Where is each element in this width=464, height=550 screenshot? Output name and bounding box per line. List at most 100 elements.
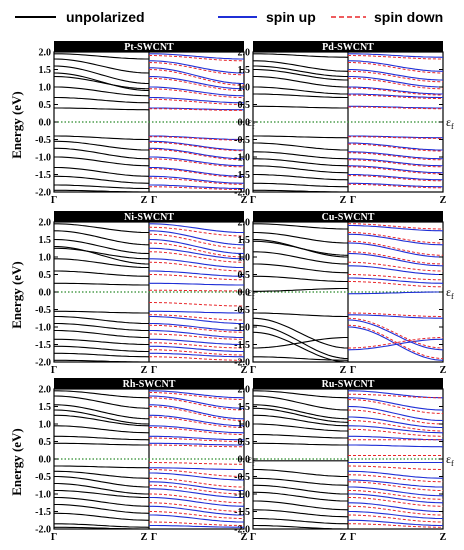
spin-down-band — [348, 136, 443, 139]
spin-up-band — [348, 165, 444, 174]
panel-title: Rh-SWCNT — [123, 379, 176, 390]
y-tick-label: 0.0 — [39, 288, 52, 299]
unpolarized-band — [253, 251, 349, 265]
unpolarized-band — [54, 390, 150, 399]
spin-up-band — [149, 435, 245, 441]
spin-up-band — [347, 242, 444, 258]
spin-down-band — [149, 314, 244, 321]
spin-down-band — [348, 166, 443, 175]
spin-down-band — [149, 349, 244, 356]
spin-up-band — [348, 444, 444, 448]
y-tick-label: -1.5 — [35, 170, 51, 181]
spin-down-band — [149, 251, 245, 263]
spin-down-band — [149, 392, 244, 400]
band-panel-4: Rh-SWCNTεf2.01.51.00.50.0-0.5-1.0-1.5-2.… — [35, 378, 255, 543]
spin-down-band — [348, 70, 444, 83]
spin-down-band — [348, 106, 443, 110]
spin-up-band — [347, 326, 444, 361]
spin-up-band — [348, 416, 443, 429]
spin-up-band — [348, 135, 444, 139]
spin-down-band — [148, 69, 245, 86]
unpolarized-band — [54, 338, 149, 346]
spin-down-band — [348, 281, 444, 288]
y-tick-label: 0.0 — [238, 455, 251, 466]
x-tick-label: Γ — [151, 532, 157, 543]
spin-up-band — [348, 182, 444, 188]
unpolarized-band — [253, 442, 348, 446]
spin-down-band — [149, 158, 244, 168]
unpolarized-band — [54, 465, 150, 469]
ylabel-row-2: Energy (eV) — [9, 261, 24, 329]
y-tick-label: -0.5 — [234, 135, 250, 146]
spin-down-band — [149, 289, 244, 292]
unpolarized-band — [53, 238, 150, 255]
fermi-level-label: εf — [446, 452, 454, 468]
spin-up-band — [348, 60, 444, 72]
spin-down-band — [348, 505, 443, 516]
spin-up-band — [348, 425, 444, 434]
y-tick-label: 2.0 — [238, 48, 251, 59]
y-tick-label: 1.5 — [39, 65, 52, 76]
spin-down-band — [149, 356, 245, 361]
unpolarized-band — [253, 68, 348, 81]
spin-down-band — [149, 427, 244, 435]
spin-down-band — [348, 420, 443, 432]
unpolarized-band — [53, 65, 150, 85]
spin-up-band — [348, 493, 444, 504]
y-tick-label: -1.0 — [35, 323, 51, 334]
spin-down-band — [149, 333, 245, 340]
x-tick-label: Γ — [250, 195, 256, 206]
y-tick-label: -1.5 — [234, 340, 250, 351]
y-tick-label: -1.0 — [35, 153, 51, 164]
unpolarized-band — [54, 523, 150, 528]
spin-down-band — [348, 232, 443, 244]
unpolarized-band — [54, 135, 149, 141]
spin-up-band — [348, 314, 444, 319]
spin-down-band — [348, 523, 444, 528]
y-tick-label: -0.5 — [234, 472, 250, 483]
spin-up-band — [347, 338, 443, 351]
spin-up-band — [149, 140, 244, 151]
spin-down-band — [348, 251, 444, 265]
spin-down-band — [149, 493, 245, 504]
unpolarized-band — [53, 72, 150, 92]
y-tick-label: 1.5 — [39, 402, 52, 413]
x-tick-label: Z — [141, 195, 148, 206]
unpolarized-band — [54, 470, 150, 479]
unpolarized-band — [54, 442, 149, 446]
unpolarized-band — [253, 53, 349, 58]
y-tick-label: 0.5 — [39, 437, 52, 448]
unpolarized-band — [54, 503, 150, 514]
y-tick-label: 0.0 — [238, 288, 251, 299]
unpolarized-band — [54, 512, 150, 521]
x-tick-label: Z — [440, 195, 447, 206]
spin-down-band — [348, 465, 443, 470]
unpolarized-band — [54, 96, 150, 104]
y-tick-label: 1.0 — [39, 420, 52, 431]
unpolarized-band — [253, 517, 349, 525]
unpolarized-band — [253, 390, 349, 399]
y-tick-label: 1.0 — [238, 420, 251, 431]
spin-up-band — [348, 510, 443, 520]
fermi-level-label: εf — [446, 285, 454, 301]
spin-up-band — [149, 147, 245, 160]
spin-down-band — [149, 108, 244, 111]
y-tick-label: -1.5 — [35, 507, 51, 518]
y-tick-label: 2.0 — [238, 218, 251, 229]
y-tick-label: 1.0 — [39, 253, 52, 264]
y-tick-label: 0.5 — [238, 270, 251, 281]
panel-title-bar — [253, 41, 443, 52]
x-tick-label: Z — [340, 365, 347, 376]
panels: Pt-SWCNT εf 2.0 1.5 1.0 0.5 0.0 -0.5 -1.0 -1.5 -2.… — [35, 41, 454, 543]
spin-down-band — [149, 148, 244, 161]
x-tick-label: Γ — [51, 365, 57, 376]
unpolarized-band — [54, 156, 150, 167]
y-tick-label: 0.5 — [238, 100, 251, 111]
spin-down-band — [149, 55, 245, 62]
unpolarized-band — [253, 86, 348, 95]
y-tick-label: -1.0 — [234, 323, 250, 334]
unpolarized-band — [253, 509, 349, 518]
spin-up-band — [149, 67, 245, 85]
y-tick-label: 2.0 — [238, 385, 251, 396]
